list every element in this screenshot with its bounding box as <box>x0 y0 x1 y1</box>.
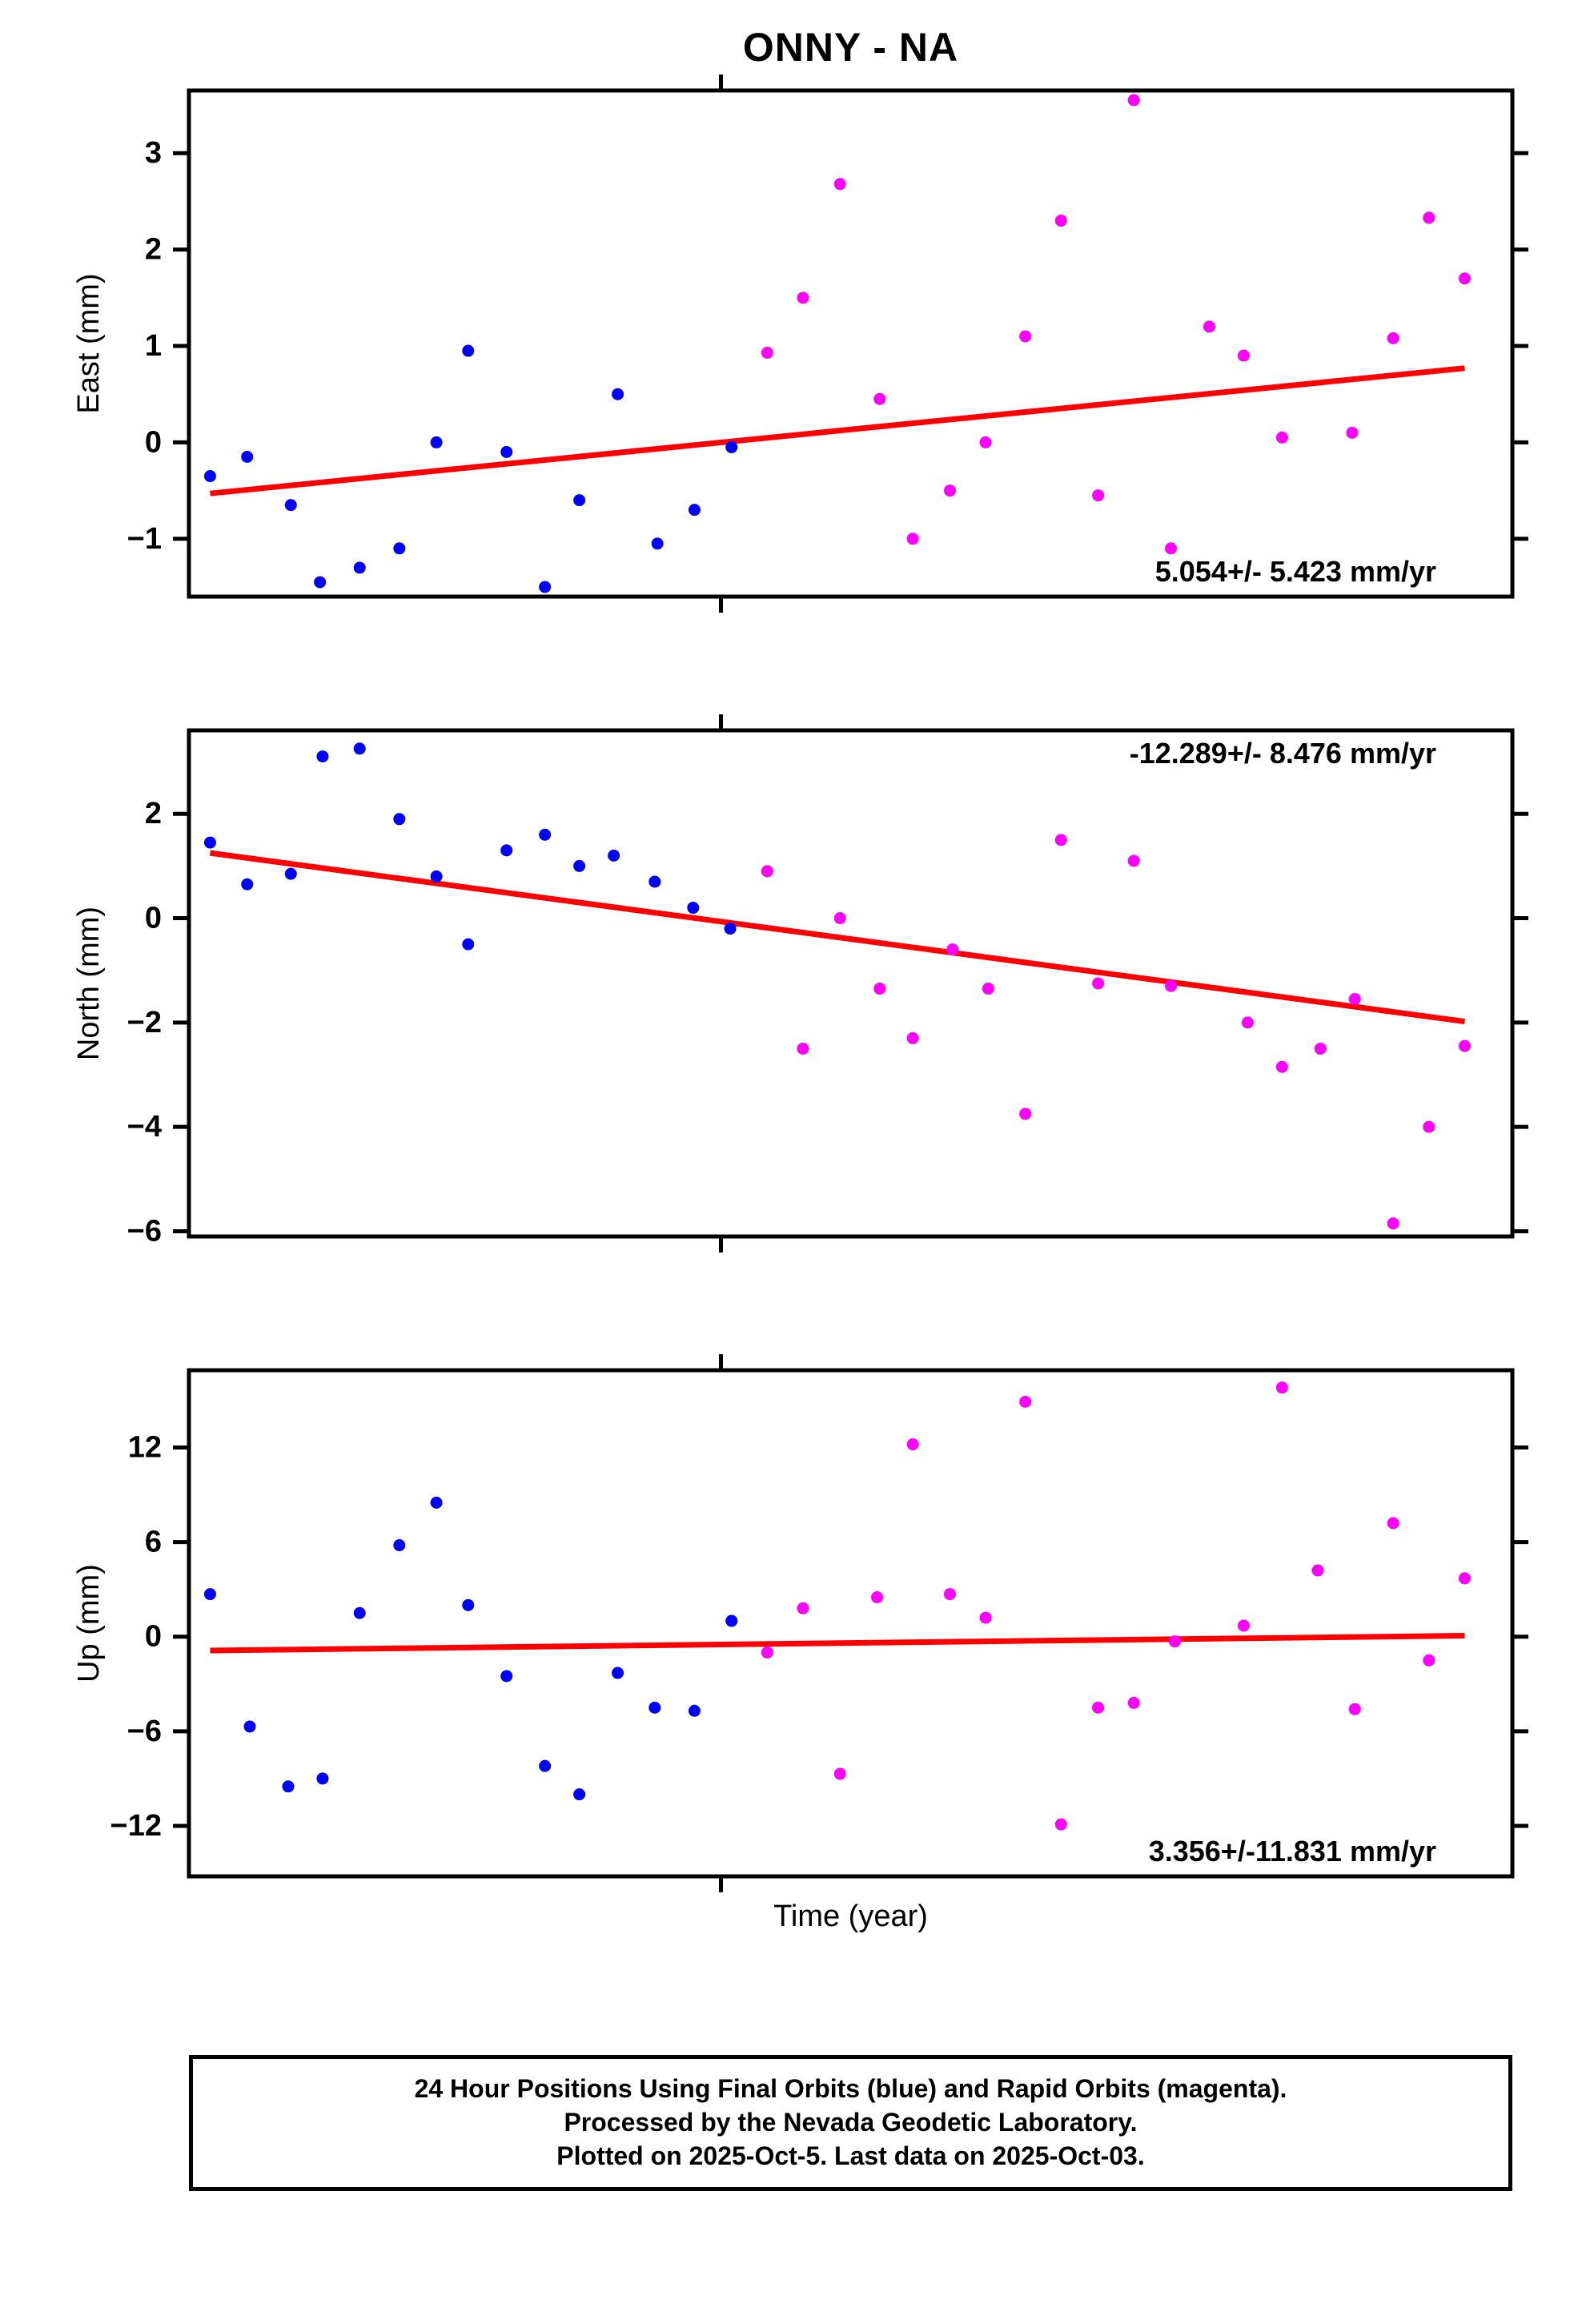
north-trend-annotation: -12.289+/- 8.476 mm/yr <box>1129 737 1436 770</box>
east-axis-label: East (mm) <box>72 273 106 414</box>
footer-line-3: Plotted on 2025-Oct-5. Last data on 2025… <box>556 2141 1145 2170</box>
svg-text:0: 0 <box>145 902 162 935</box>
north-axis-label: North (mm) <box>72 906 106 1061</box>
east-plot-area: −1 0 1 2 3 <box>127 74 1528 613</box>
footer-line-2: Processed by the Nevada Geodetic Laborat… <box>564 2108 1138 2137</box>
svg-text:3: 3 <box>145 136 162 170</box>
svg-text:12: 12 <box>128 1430 162 1464</box>
svg-text:−6: −6 <box>127 1214 162 1248</box>
north-panel: North (mm) −6 −4 −2 0 2 -12.289+/- 8.476 mm/… <box>72 714 1528 1252</box>
svg-text:2: 2 <box>145 797 162 830</box>
footer-box: 24 Hour Positions Using Final Orbits (bl… <box>189 2055 1512 2191</box>
up-panel: Up (mm) −12 −6 0 6 12 3.356+/-11.831 mm/yr <box>72 1354 1528 1892</box>
north-plot-area: −6 −4 −2 0 2 <box>127 714 1528 1252</box>
up-plot-area: −12 −6 0 6 12 <box>110 1354 1528 1892</box>
svg-text:−12: −12 <box>110 1809 162 1843</box>
svg-text:6: 6 <box>145 1526 162 1559</box>
svg-text:2: 2 <box>145 233 162 267</box>
svg-text:0: 0 <box>145 425 162 459</box>
svg-text:−2: −2 <box>127 1006 162 1039</box>
page-title: ONNY - NA <box>742 25 959 70</box>
svg-text:0: 0 <box>145 1620 162 1654</box>
svg-text:−4: −4 <box>127 1110 162 1144</box>
svg-text:−1: −1 <box>127 522 162 556</box>
up-trend-annotation: 3.356+/-11.831 mm/yr <box>1148 1835 1436 1868</box>
up-axis-label: Up (mm) <box>72 1564 106 1683</box>
svg-text:−6: −6 <box>127 1715 162 1748</box>
footer-line-1: 24 Hour Positions Using Final Orbits (bl… <box>414 2074 1287 2103</box>
svg-text:1: 1 <box>145 329 162 363</box>
east-panel: East (mm) −1 0 1 2 3 5.054+/- 5.423 mm/yr <box>72 74 1528 613</box>
x-axis-label: Time (year) <box>773 1900 928 1933</box>
east-trend-annotation: 5.054+/- 5.423 mm/yr <box>1154 555 1436 588</box>
